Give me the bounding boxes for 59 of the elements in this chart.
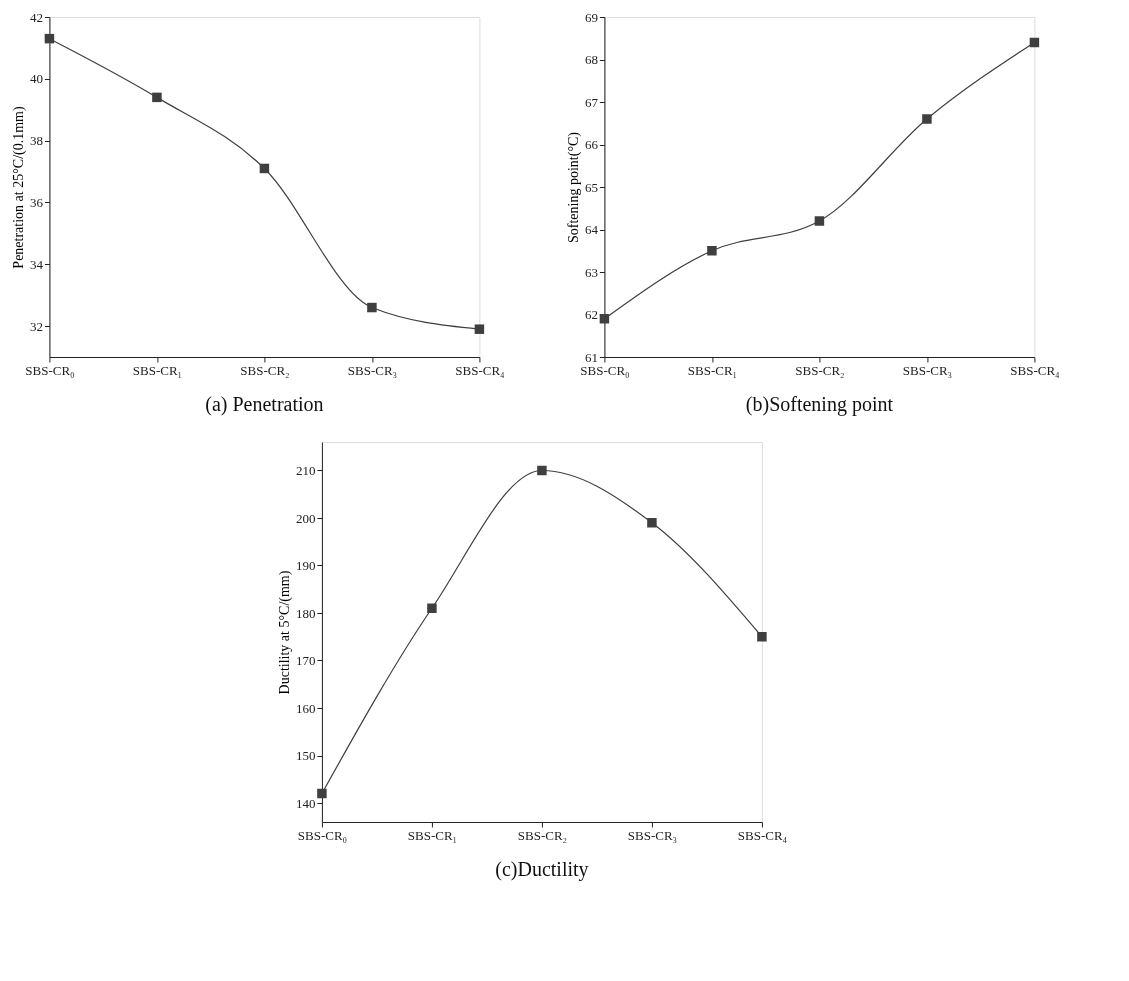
point bbox=[44, 33, 55, 44]
y-tick-label: 67 bbox=[584, 94, 599, 110]
y-tick-label: 65 bbox=[584, 179, 598, 195]
point bbox=[647, 518, 657, 528]
x-tick-label: SBS-CR₀ bbox=[25, 362, 75, 378]
x-tick-label: SBS-CR₄ bbox=[455, 362, 506, 378]
y-tick-label: 63 bbox=[584, 264, 598, 280]
point bbox=[367, 302, 377, 313]
x-tick-label: SBS-CR₂ bbox=[795, 362, 845, 378]
point bbox=[707, 246, 717, 256]
y-tick-label: 190 bbox=[295, 558, 316, 573]
x-tick-label: SBS-CR₀ bbox=[297, 827, 348, 843]
x-tick-label: SBS-CR₃ bbox=[902, 362, 953, 378]
point bbox=[757, 632, 767, 642]
point bbox=[814, 216, 825, 226]
x-tick-label: SBS-CR₁ bbox=[407, 827, 458, 843]
y-axis-title: Ductility at 5°C/(mm) bbox=[276, 570, 293, 695]
y-tick-label: 34 bbox=[29, 256, 44, 272]
y-tick-label: 66 bbox=[584, 137, 599, 152]
y-tick-label: 64 bbox=[584, 222, 599, 237]
x-tick-label: SBS-CR₄ bbox=[1010, 362, 1061, 378]
point bbox=[152, 92, 162, 103]
point bbox=[317, 788, 327, 799]
y-tick-label: 160 bbox=[295, 700, 316, 716]
x-tick-label: SBS-CR₃ bbox=[347, 362, 398, 378]
x-tick-label: SBS-CR₁ bbox=[687, 362, 738, 378]
y-tick-label: 69 bbox=[584, 9, 598, 25]
y-tick-label: 150 bbox=[295, 748, 316, 763]
text: (c)Ductility bbox=[495, 858, 589, 881]
x-tick-label: SBS-CR₂ bbox=[240, 362, 290, 378]
x-tick-label: SBS-CR₁ bbox=[132, 362, 183, 378]
point bbox=[427, 603, 437, 613]
point bbox=[474, 324, 485, 334]
point bbox=[922, 114, 932, 124]
y-tick-label: 42 bbox=[29, 9, 43, 25]
y-tick-label: 68 bbox=[584, 52, 598, 67]
y-tick-label: 210 bbox=[295, 463, 316, 478]
x-tick-label: SBS-CR₄ bbox=[737, 827, 788, 843]
x-tick-label: SBS-CR₃ bbox=[627, 827, 678, 843]
y-tick-label: 140 bbox=[295, 795, 316, 811]
y-axis-title: Softening point(°C) bbox=[565, 131, 582, 243]
point bbox=[259, 163, 270, 174]
text: (a) Penetration bbox=[205, 393, 324, 416]
point bbox=[537, 465, 547, 476]
x-tick-label: SBS-CR₀ bbox=[580, 362, 630, 378]
y-tick-label: 180 bbox=[295, 605, 316, 621]
y-axis-title: Penetration at 25°C/(0.1mm) bbox=[10, 106, 27, 269]
y-tick-label: 200 bbox=[295, 510, 316, 526]
point bbox=[1029, 37, 1040, 48]
text: (b)Softening point bbox=[745, 393, 894, 416]
y-tick-label: 40 bbox=[29, 71, 43, 87]
y-tick-label: 61 bbox=[584, 349, 598, 365]
y-tick-label: 36 bbox=[29, 194, 44, 210]
y-tick-label: 32 bbox=[29, 318, 43, 334]
y-tick-label: 38 bbox=[29, 133, 43, 149]
x-tick-label: SBS-CR₂ bbox=[517, 827, 568, 843]
y-tick-label: 62 bbox=[584, 307, 598, 322]
y-tick-label: 170 bbox=[295, 653, 316, 668]
point bbox=[599, 314, 610, 324]
